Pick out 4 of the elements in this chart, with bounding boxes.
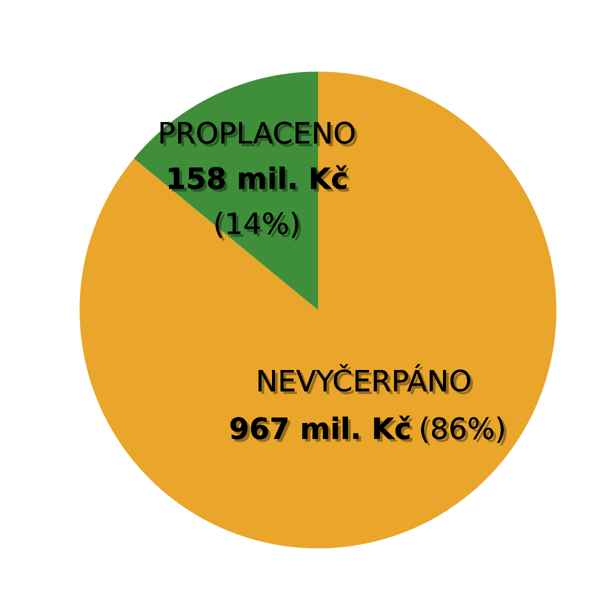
data-label: 967 mil. Kč <box>230 416 413 442</box>
text: (86%) <box>421 416 506 446</box>
text: (14%) <box>216 212 301 241</box>
slice-label: NEVYČERPÁNO <box>258 364 473 394</box>
